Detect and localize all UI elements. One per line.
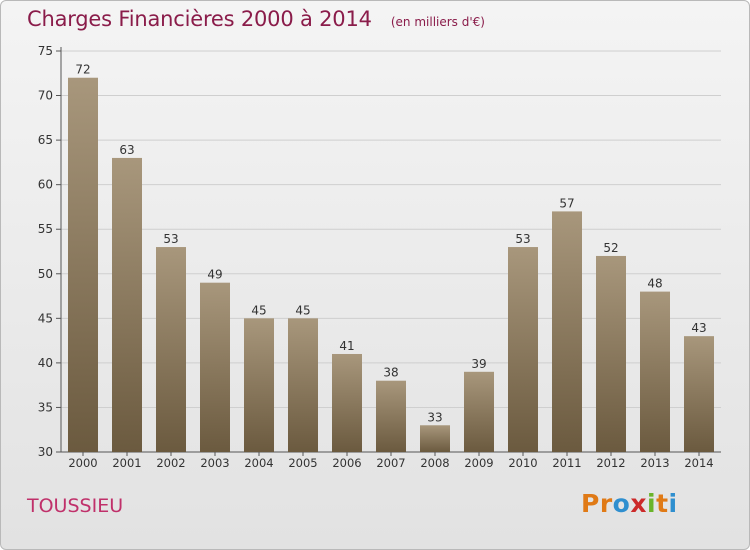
bar <box>376 380 406 452</box>
data-label: 57 <box>559 196 574 210</box>
bar <box>332 353 362 452</box>
y-tick-label: 40 <box>38 356 53 370</box>
data-label: 38 <box>383 366 398 380</box>
logo-letter: P <box>581 489 600 518</box>
data-label: 52 <box>603 241 618 255</box>
commune-name: TOUSSIEU <box>27 495 124 517</box>
x-tick-label: 2012 <box>596 456 625 470</box>
y-tick-label: 75 <box>38 44 53 58</box>
x-tick-label: 2013 <box>640 456 669 470</box>
y-tick-label: 35 <box>38 400 53 414</box>
x-tick-label: 2011 <box>552 456 581 470</box>
x-tick-label: 2009 <box>464 456 493 470</box>
data-label: 72 <box>75 63 90 77</box>
x-tick-label: 2006 <box>332 456 361 470</box>
bar <box>552 211 582 452</box>
data-label: 63 <box>119 143 134 157</box>
chart-header: Charges Financières 2000 à 2014 (en mill… <box>27 7 485 31</box>
chart-title: Charges Financières 2000 à 2014 <box>27 7 372 31</box>
x-tick-label: 2007 <box>376 456 405 470</box>
data-label: 49 <box>207 268 222 282</box>
bar <box>200 282 230 452</box>
y-tick-label: 65 <box>38 133 53 147</box>
data-label: 53 <box>515 232 530 246</box>
logo-letter: t <box>656 489 669 518</box>
y-tick-label: 55 <box>38 222 53 236</box>
bar <box>420 425 450 452</box>
x-tick-label: 2008 <box>420 456 449 470</box>
x-tick-label: 2010 <box>508 456 537 470</box>
bar <box>596 255 626 452</box>
bar <box>68 77 98 452</box>
logo-letter: x <box>630 489 647 518</box>
logo-letter: i <box>647 489 657 518</box>
bar <box>640 291 670 452</box>
logo-letter: r <box>599 489 613 518</box>
logo-letter: i <box>668 489 678 518</box>
x-tick-label: 2000 <box>68 456 97 470</box>
labels: 2000 72 2001 63 2002 53 2003 49 2004 45 2005 45 2006… <box>68 63 713 470</box>
bar <box>288 318 318 452</box>
bar <box>112 157 142 452</box>
data-label: 48 <box>647 277 662 291</box>
x-tick-label: 2001 <box>112 456 141 470</box>
y-tick-label: 45 <box>38 311 53 325</box>
bar <box>684 336 714 452</box>
bar <box>156 247 186 452</box>
y-tick-label: 70 <box>38 89 53 103</box>
x-tick-label: 2014 <box>684 456 713 470</box>
x-tick-label: 2004 <box>244 456 273 470</box>
bars <box>68 77 714 452</box>
x-tick-label: 2002 <box>156 456 185 470</box>
data-label: 43 <box>691 321 706 335</box>
data-label: 33 <box>427 410 442 424</box>
bar <box>244 318 274 452</box>
chart-subtitle: (en milliers d'€) <box>390 15 485 29</box>
data-label: 45 <box>251 303 266 317</box>
y-tick-label: 60 <box>38 178 53 192</box>
proxiti-logo: Proxiti <box>581 489 678 518</box>
x-tick-label: 2003 <box>200 456 229 470</box>
data-label: 53 <box>163 232 178 246</box>
data-label: 39 <box>471 357 486 371</box>
bar <box>464 371 494 452</box>
y-tick-label: 30 <box>38 445 53 459</box>
bar <box>508 247 538 452</box>
data-label: 41 <box>339 339 354 353</box>
x-tick-label: 2005 <box>288 456 317 470</box>
data-label: 45 <box>295 303 310 317</box>
logo-letter: o <box>612 489 631 518</box>
y-tick-label: 50 <box>38 267 53 281</box>
